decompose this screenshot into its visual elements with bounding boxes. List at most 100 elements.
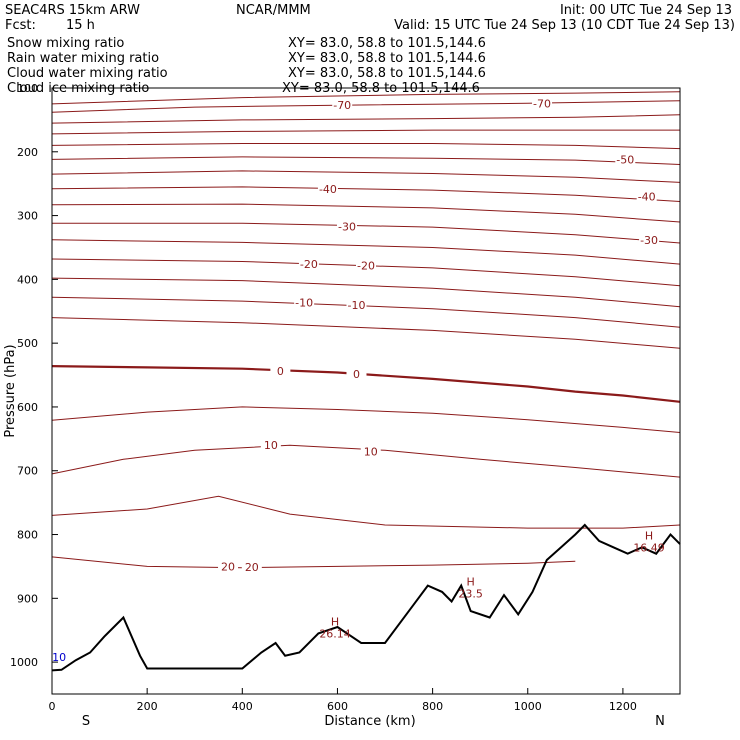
isotherm-label: -30: [338, 220, 356, 233]
isotherm-label-bg: [298, 258, 319, 270]
isotherm-label-bg: [260, 439, 281, 451]
isotherm-label: -10: [348, 299, 366, 312]
forecast-label: Fcst:: [5, 18, 36, 33]
isotherm-line: [51, 277, 681, 308]
isotherm-label: 0: [353, 368, 360, 381]
y-tick-label: 400: [17, 273, 38, 286]
x-axis-label: Distance (km): [324, 714, 415, 729]
isotherm-label-bg: [218, 560, 239, 572]
isotherm-line: [51, 156, 681, 165]
isotherm-line: [51, 296, 681, 328]
y-tick-label: 100: [17, 82, 38, 95]
isotherm-label-bg: [360, 445, 381, 457]
isotherm-label-bg: [636, 190, 657, 202]
center-name: NCAR/MMM: [236, 3, 311, 18]
high-marker-letter: H: [645, 530, 653, 543]
isotherm-label: -70: [533, 97, 551, 110]
field-name: Cloud water mixing ratio: [7, 66, 168, 81]
south-endpoint-label: S: [82, 714, 90, 729]
isotherm-line: [51, 143, 681, 150]
isotherm-label: 0: [277, 365, 284, 378]
x-tick-label: 0: [49, 700, 56, 713]
isotherm-label-bg: [346, 298, 367, 310]
isotherm-label-bg: [336, 220, 357, 232]
forecast-value: 15 h: [66, 18, 95, 33]
isotherm-line: [51, 129, 680, 135]
isotherm-label-bg: [356, 259, 376, 271]
x-axis: 0 200 400 600 800 1000 1200: [49, 688, 637, 713]
field-legend: Snow mixing ratio XY= 83.0, 58.8 to 101.…: [7, 36, 486, 96]
field-xy: XY= 83.0, 58.8 to 101.5,144.6: [288, 36, 486, 51]
y-tick-label: 200: [17, 146, 38, 159]
isotherm-label: 20: [245, 561, 259, 574]
isotherm-label-bg: [639, 233, 660, 245]
terrain-line: [51, 523, 681, 672]
isotherm-line: [51, 444, 681, 478]
y-tick-label: 1000: [10, 656, 38, 669]
isotherm-line: [51, 406, 681, 433]
isotherm-line: [51, 365, 681, 403]
x-tick-label: 200: [137, 700, 158, 713]
y-tick-label: 600: [17, 401, 38, 414]
y-axis: 100 200 300 400 500 600 700 800 900 1000: [10, 82, 58, 669]
init-time: Init: 00 UTC Tue 24 Sep 13: [560, 3, 732, 18]
isotherm-label-bg: [332, 99, 353, 111]
isotherm-line: [51, 317, 681, 349]
y-axis-label: Pressure (hPa): [3, 344, 18, 437]
y-tick-label: 800: [17, 529, 38, 542]
isotherm-label: 10: [264, 439, 278, 452]
model-title: SEAC4RS 15km ARW: [5, 3, 140, 18]
isotherm-label-layer: -70 -70 -50 -40 -40 -30 -30 -20 -20 -10 -10 0 0 10 10 2…: [218, 97, 660, 574]
isotherm-line: [51, 100, 681, 113]
x-tick-label: 1200: [609, 700, 637, 713]
isotherm-label-bg: [317, 182, 338, 194]
isotherm-label: -50: [616, 153, 634, 166]
isotherm-line: [51, 186, 681, 202]
isotherm-line: [51, 114, 681, 124]
y-tick-label: 300: [17, 210, 38, 223]
x-tick-label: 400: [232, 700, 253, 713]
high-marker-value: 26.14: [319, 628, 351, 641]
x-tick-label: 600: [327, 700, 348, 713]
plot-frame: [51, 87, 681, 695]
field-name: Rain water mixing ratio: [7, 51, 159, 66]
isotherm-label-bg: [615, 153, 636, 165]
y-tick-label: 500: [17, 337, 38, 350]
north-endpoint-label: N: [655, 714, 665, 729]
isotherm-label-bg: [294, 296, 315, 308]
isotherm-layer: [51, 91, 681, 569]
isotherm-label: -20: [300, 258, 318, 271]
field-xy: XY= 83.0, 58.8 to 101.5,144.6: [288, 51, 486, 66]
isotherm-label: -10: [295, 296, 313, 309]
isotherm-label-bg: [532, 97, 553, 109]
field-name: Snow mixing ratio: [7, 36, 124, 51]
isotherm-label: -40: [319, 183, 337, 196]
isotherm-line: [51, 258, 681, 287]
field-xy: XY= 83.0, 58.8 to 101.5,144.6: [288, 66, 486, 81]
isotherm-line: [51, 556, 576, 569]
isotherm-label-bg: [241, 561, 262, 573]
x-tick-label: 1000: [514, 700, 542, 713]
valid-time: Valid: 15 UTC Tue 24 Sep 13 (10 CDT Tue …: [394, 18, 735, 33]
isotherm-line: [52, 222, 681, 244]
high-marker-value: 23.5: [458, 588, 483, 601]
isotherm-label: 10: [364, 446, 378, 459]
high-marker-letter: H: [331, 616, 339, 629]
x-tick-label: 800: [422, 700, 443, 713]
isotherm-label-bg: [270, 365, 291, 377]
isotherm-line: [51, 91, 681, 105]
isotherm-line: [51, 239, 681, 265]
isotherm-label: -40: [638, 190, 656, 203]
isotherm-line: [51, 203, 681, 223]
isotherm-line: [51, 495, 681, 529]
cloud-water-marker: 10: [52, 651, 66, 664]
terrain-layer: [51, 523, 681, 672]
isotherm-label: -70: [333, 99, 351, 112]
isotherm-label: 20: [221, 560, 235, 573]
high-marker-letter: H: [467, 576, 475, 589]
high-marker-value: 16.49: [633, 542, 665, 555]
y-tick-label: 700: [17, 465, 38, 478]
isotherm-label: -30: [640, 234, 658, 247]
